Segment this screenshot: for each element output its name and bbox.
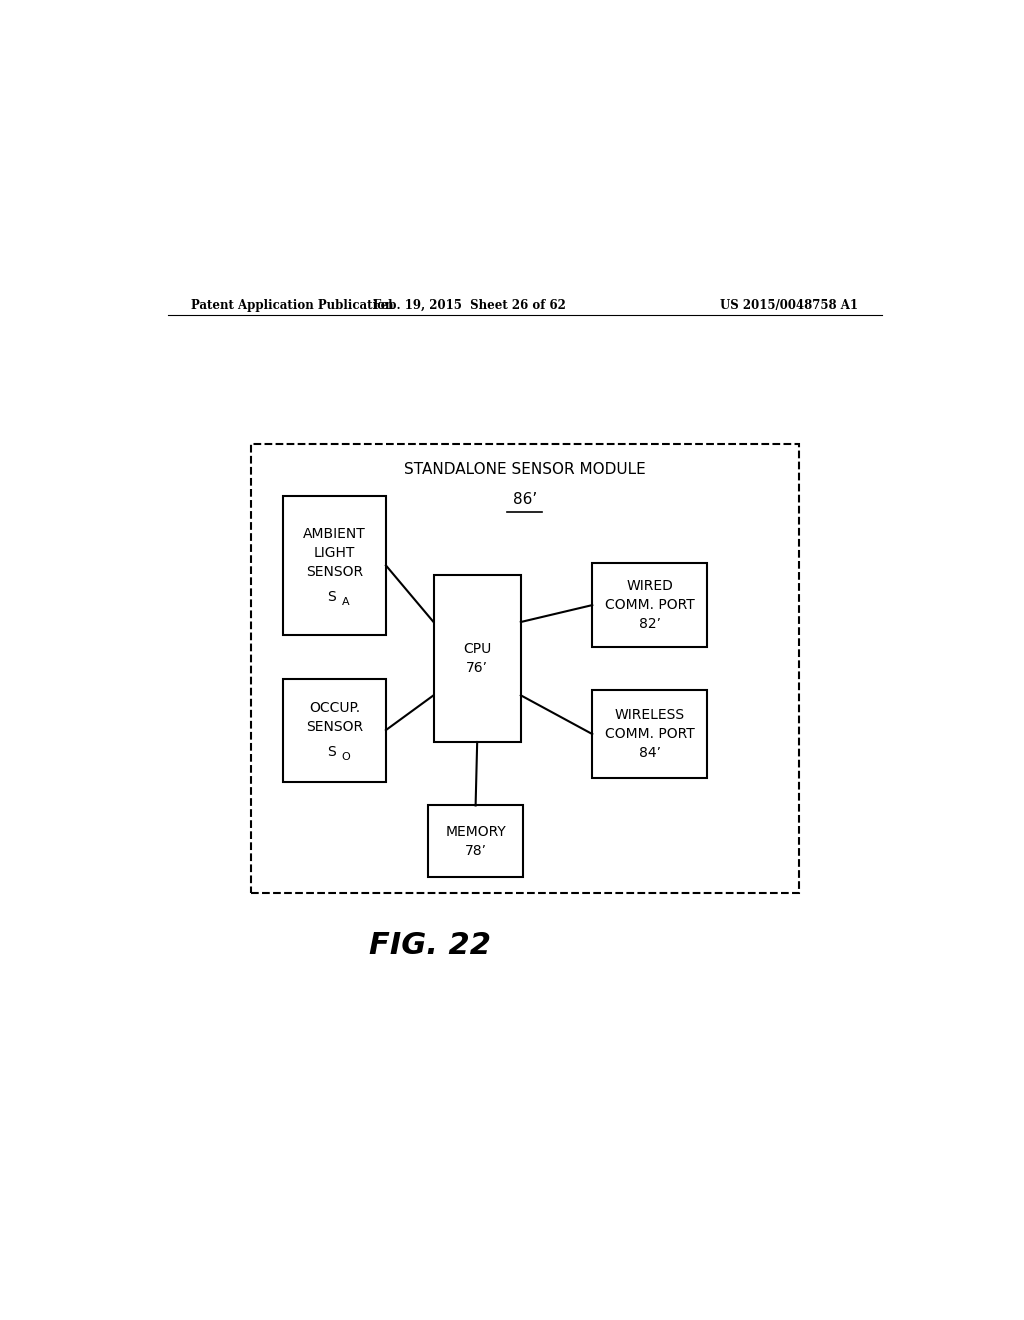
Text: COMM. PORT: COMM. PORT [605,598,694,612]
Text: LIGHT: LIGHT [313,545,355,560]
Text: OCCUP.: OCCUP. [309,701,359,715]
Text: 82’: 82’ [639,618,660,631]
Text: FIG. 22: FIG. 22 [369,932,490,961]
Bar [592,564,708,647]
Text: O: O [341,752,350,762]
Bar [433,576,521,742]
Text: COMM. PORT: COMM. PORT [605,727,694,741]
Bar [428,805,523,876]
Text: 76’: 76’ [466,661,488,676]
Text: AMBIENT: AMBIENT [303,527,366,541]
Text: WIRELESS: WIRELESS [614,708,685,722]
Text: 84’: 84’ [639,746,660,760]
Bar [592,690,708,777]
Text: Patent Application Publication: Patent Application Publication [191,300,394,312]
Text: A: A [342,597,349,607]
Text: S: S [328,746,336,759]
Bar [283,496,386,635]
Text: SENSOR: SENSOR [306,565,362,578]
Text: WIRED: WIRED [627,579,673,593]
Text: S: S [328,590,336,605]
Text: MEMORY: MEMORY [445,825,506,838]
Text: SENSOR: SENSOR [306,719,362,734]
Text: CPU: CPU [463,642,492,656]
Text: Feb. 19, 2015  Sheet 26 of 62: Feb. 19, 2015 Sheet 26 of 62 [373,300,565,312]
Text: 86’: 86’ [513,492,537,507]
Text: STANDALONE SENSOR MODULE: STANDALONE SENSOR MODULE [403,462,646,477]
Text: 78’: 78’ [465,843,486,858]
Text: US 2015/0048758 A1: US 2015/0048758 A1 [720,300,858,312]
Bar [251,445,799,892]
Bar [283,678,386,781]
